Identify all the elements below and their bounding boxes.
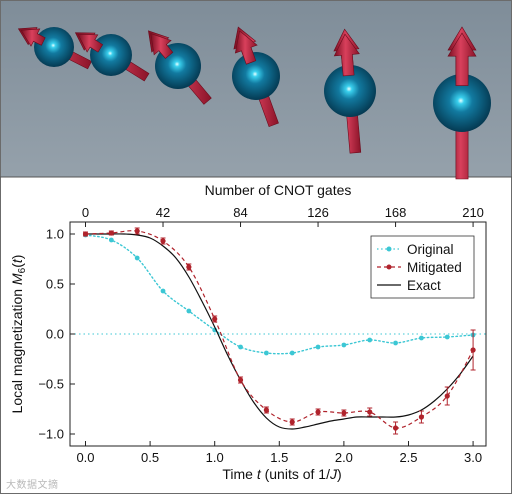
x-tick-label: 0.5 xyxy=(141,450,159,465)
y-axis-label-part: Local magnetization xyxy=(9,285,25,413)
top-tick-label: 42 xyxy=(156,205,170,220)
spin-arrow-head xyxy=(234,30,258,65)
y-tick-label: −1.0 xyxy=(38,427,64,442)
x-tick-label: 2.0 xyxy=(335,450,353,465)
series-original-point xyxy=(367,337,373,343)
x-axis-label-part: t xyxy=(257,466,262,482)
top-tick-label: 168 xyxy=(385,205,407,220)
series-original-point xyxy=(134,255,140,261)
series-mitigated-point xyxy=(263,407,269,413)
legend-label: Mitigated xyxy=(407,260,462,275)
spin-arrow-head xyxy=(20,28,46,47)
top-axis-label: Number of CNOT gates xyxy=(205,182,352,198)
x-tick-label: 0.0 xyxy=(76,450,94,465)
series-mitigated-point xyxy=(82,231,89,237)
series-original-line xyxy=(84,234,474,355)
series-mitigated-point xyxy=(212,316,218,322)
series-original-point xyxy=(263,350,269,356)
y-axis-label: Local magnetization M6(t) xyxy=(9,255,28,414)
x-tick-label: 1.5 xyxy=(270,450,288,465)
series-mitigated-point xyxy=(418,414,425,420)
y-axis-label-part: 6 xyxy=(17,267,28,273)
spin-4 xyxy=(232,26,280,127)
spin-sphere xyxy=(34,27,74,67)
series-original-point xyxy=(341,342,347,348)
x-tick-label: 1.0 xyxy=(206,450,224,465)
spin-arrow-head xyxy=(447,32,477,86)
spin-arrow-head xyxy=(77,34,104,53)
spin-2 xyxy=(74,32,150,82)
legend-swatch-marker xyxy=(386,264,392,270)
series-mitigated-point xyxy=(367,409,373,415)
series-original-point xyxy=(315,344,321,350)
series-mitigated-point xyxy=(444,393,450,399)
y-axis-label-part: ) xyxy=(9,255,25,260)
series-original-point xyxy=(160,288,166,294)
legend-label: Exact xyxy=(407,278,441,293)
series-original-point xyxy=(419,335,424,341)
spin-1 xyxy=(17,27,92,70)
x-axis-label-part: Time xyxy=(222,466,256,482)
series-original-point xyxy=(444,334,450,340)
legend-swatch-marker xyxy=(386,246,392,252)
x-axis-label-part: ) xyxy=(337,466,342,482)
spin-5 xyxy=(324,28,376,154)
series-exact-line xyxy=(85,233,474,430)
y-axis-label-part: M xyxy=(9,273,25,285)
spin-sphere xyxy=(324,65,376,117)
top-tick-label: 84 xyxy=(233,205,247,220)
series-mitigated-point xyxy=(289,419,295,425)
spin-illustration xyxy=(0,1,512,180)
series-mitigated-point xyxy=(160,238,166,244)
series-mitigated-point xyxy=(186,264,192,270)
series-exact xyxy=(85,233,474,430)
spin-sphere xyxy=(232,52,280,100)
watermark: 大数据文摘 xyxy=(6,480,59,491)
series-mitigated-point xyxy=(470,347,476,353)
y-axis-label-part: t xyxy=(9,258,25,263)
top-tick-label: 126 xyxy=(307,205,329,220)
spin-3 xyxy=(148,30,212,105)
series-mitigated xyxy=(82,227,476,435)
series-mitigated-point xyxy=(237,377,244,383)
series-original xyxy=(83,232,476,356)
series-original-point xyxy=(108,237,114,243)
y-tick-label: 0.0 xyxy=(46,327,64,342)
top-tick-label: 0 xyxy=(82,205,89,220)
magnetization-chart: 0.0 0.5 1.0 1.5 2.0 2.5 3.0 1.0 0.5 0.0 −0.5 −1.0 0 4… xyxy=(9,182,487,482)
y-tick-label: 0.5 xyxy=(46,277,64,292)
spin-arrow-head xyxy=(333,33,360,77)
series-mitigated-point xyxy=(108,230,114,236)
legend: Original Mitigated Exact xyxy=(370,235,475,299)
series-mitigated-point xyxy=(134,228,140,234)
x-axis-label-part: J xyxy=(329,466,338,482)
spin-6 xyxy=(433,26,491,180)
y-axis-label-part: ( xyxy=(9,263,25,268)
y-tick-label: 1.0 xyxy=(46,227,64,242)
top-tick-label: 210 xyxy=(462,205,484,220)
spin-sphere xyxy=(433,74,491,132)
x-tick-label: 3.0 xyxy=(464,450,482,465)
x-axis-label-part: (units of 1/ xyxy=(261,466,330,482)
series-original-point xyxy=(238,344,243,350)
series-mitigated-point xyxy=(341,410,347,416)
series-mitigated-point xyxy=(315,409,321,415)
series-original-point xyxy=(289,350,295,356)
legend-label: Original xyxy=(407,242,454,257)
x-tick-label: 2.5 xyxy=(399,450,417,465)
spin-arrow-head xyxy=(150,33,174,59)
y-tick-label: −0.5 xyxy=(38,377,64,392)
series-original-point xyxy=(186,308,192,314)
series-original-point xyxy=(393,340,398,346)
series-mitigated-line xyxy=(85,230,474,429)
x-axis-label: Time t (units of 1/J) xyxy=(222,466,341,482)
series-mitigated-point xyxy=(392,425,399,431)
